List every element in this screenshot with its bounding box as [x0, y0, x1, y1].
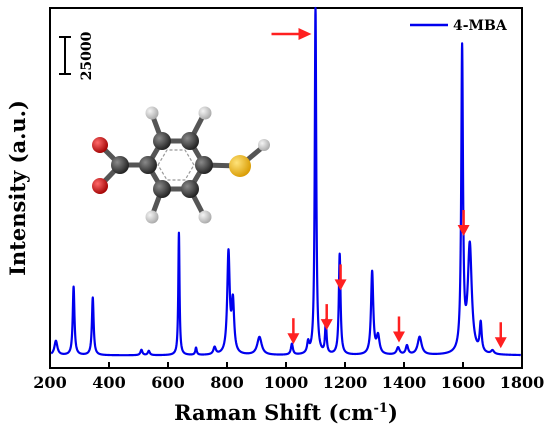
carbon-atom: [139, 156, 157, 174]
carbon-atom: [181, 180, 199, 198]
legend-label: 4-MBA: [453, 18, 508, 34]
molecule-4-mba-illustration: [92, 106, 270, 224]
intensity-scale-bar: 25000: [59, 31, 95, 80]
aromatic-ring: [157, 149, 195, 181]
carbon-atom: [195, 156, 213, 174]
hydrogen-atom: [258, 139, 270, 151]
x-tick-label: 1800: [500, 373, 545, 392]
carbon-atom: [153, 180, 171, 198]
carbon-atom: [153, 132, 171, 150]
x-tick-label: 200: [33, 373, 66, 392]
x-axis-ticks: 200 400 600 800 1000 1200 1400 1600 1800: [33, 362, 544, 392]
x-tick-label: 1000: [264, 373, 309, 392]
carbon-atom: [181, 132, 199, 150]
spectrum-line-4-mba: [50, 6, 522, 357]
down-arrow-head: [494, 337, 507, 349]
sulfur-atom: [229, 155, 251, 177]
x-axis-title-close: ): [388, 400, 398, 425]
right-arrow-head: [298, 28, 312, 40]
hydrogen-atom: [198, 210, 212, 224]
x-tick-label: 1200: [323, 373, 368, 392]
down-arrow-head: [334, 279, 347, 291]
oxygen-atom: [92, 137, 108, 153]
x-axis-title: Raman Shift (cm-1): [174, 400, 398, 425]
x-tick-label: 1400: [382, 373, 427, 392]
down-arrow-head: [320, 319, 333, 331]
x-tick-label: 800: [210, 373, 243, 392]
carbon-atom: [111, 156, 129, 174]
hydrogen-atom: [198, 106, 212, 120]
y-axis-title: Intensity (a.u.): [5, 100, 30, 276]
down-arrow-head: [287, 333, 300, 345]
plot-frame: [49, 7, 523, 369]
x-axis-title-sup: -1: [373, 401, 387, 416]
scale-bar-label: 25000: [79, 31, 95, 80]
oxygen-atom: [92, 178, 108, 194]
down-arrow-head: [457, 224, 470, 236]
peak-arrows: [271, 28, 507, 349]
hydrogen-atom: [145, 106, 159, 120]
x-tick-label: 1600: [441, 373, 486, 392]
x-tick-label: 600: [151, 373, 184, 392]
down-arrow-head: [392, 331, 405, 343]
hydrogen-atom: [145, 210, 159, 224]
spectrum-series: [50, 6, 522, 357]
legend: 4-MBA: [410, 18, 508, 34]
x-axis-title-main: Raman Shift (cm: [174, 400, 373, 425]
x-tick-label: 400: [92, 373, 125, 392]
